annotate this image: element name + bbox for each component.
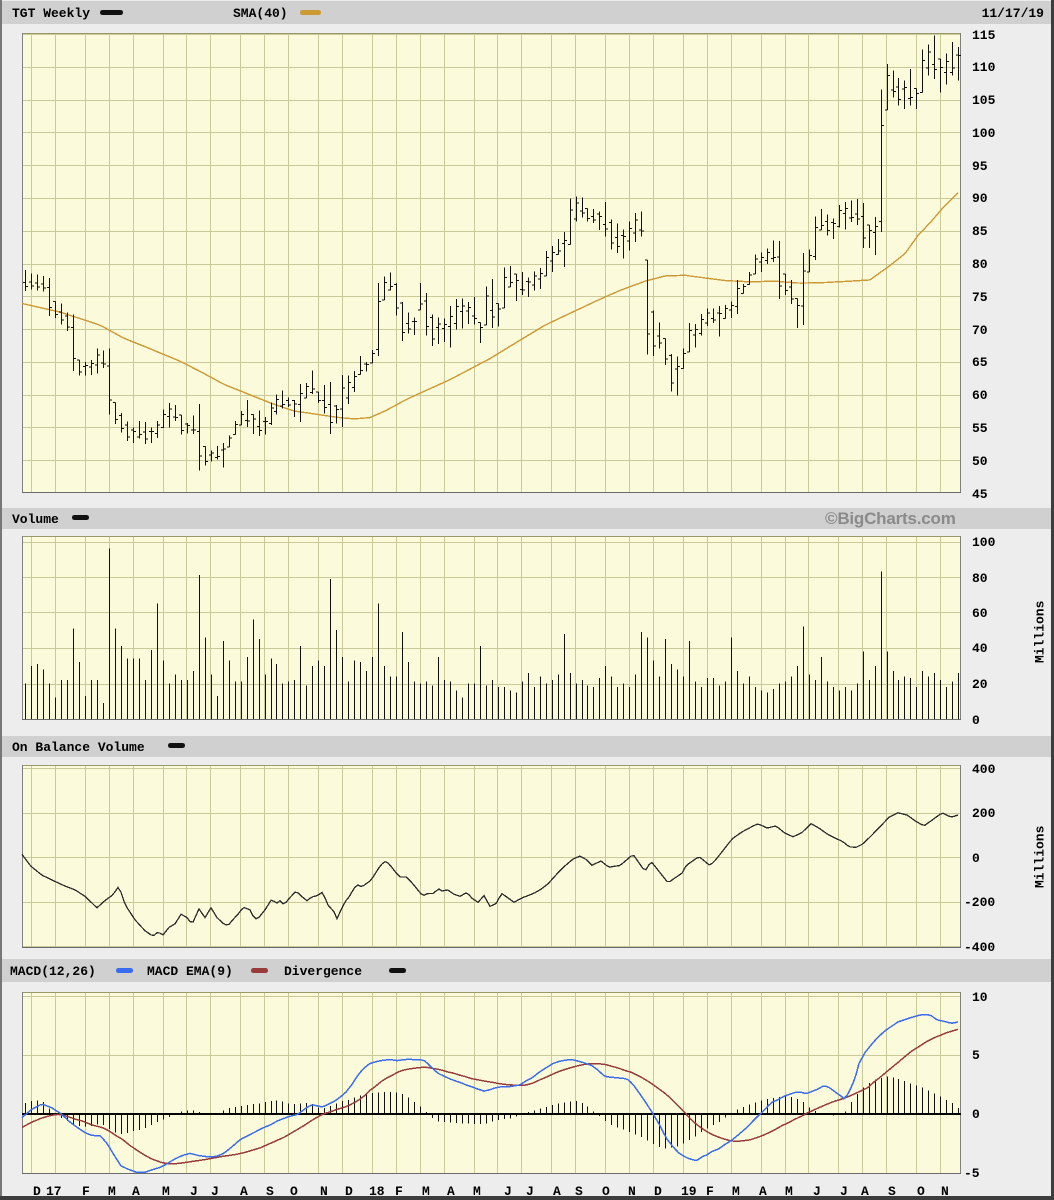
svg-text:D: D bbox=[654, 1184, 662, 1199]
svg-text:200: 200 bbox=[972, 806, 996, 821]
svg-text:J: J bbox=[211, 1184, 219, 1199]
svg-text:Volume: Volume bbox=[12, 512, 59, 527]
svg-text:D: D bbox=[345, 1184, 353, 1199]
svg-text:80: 80 bbox=[972, 571, 988, 586]
svg-text:A: A bbox=[759, 1184, 767, 1199]
svg-text:A: A bbox=[861, 1184, 869, 1199]
svg-text:110: 110 bbox=[972, 60, 996, 75]
svg-text:F: F bbox=[706, 1184, 714, 1199]
svg-text:17: 17 bbox=[46, 1184, 62, 1199]
svg-text:100: 100 bbox=[972, 535, 996, 550]
svg-text:45: 45 bbox=[972, 487, 988, 502]
svg-text:J: J bbox=[504, 1184, 512, 1199]
svg-text:105: 105 bbox=[972, 93, 996, 108]
svg-text:0: 0 bbox=[972, 1107, 980, 1122]
svg-text:F: F bbox=[395, 1184, 403, 1199]
svg-text:50: 50 bbox=[972, 454, 988, 469]
svg-text:M: M bbox=[785, 1184, 793, 1199]
svg-text:20: 20 bbox=[972, 677, 988, 692]
svg-text:11/17/19: 11/17/19 bbox=[982, 6, 1045, 21]
svg-text:-400: -400 bbox=[964, 940, 995, 955]
svg-text:M: M bbox=[162, 1184, 170, 1199]
svg-text:M: M bbox=[422, 1184, 430, 1199]
svg-text:A: A bbox=[240, 1184, 248, 1199]
svg-text:D: D bbox=[33, 1184, 41, 1199]
svg-text:On Balance Volume: On Balance Volume bbox=[12, 740, 145, 755]
svg-text:A: A bbox=[132, 1184, 140, 1199]
svg-text:65: 65 bbox=[972, 355, 988, 370]
svg-text:95: 95 bbox=[972, 159, 988, 174]
svg-text:-5: -5 bbox=[964, 1166, 980, 1181]
svg-text:19: 19 bbox=[681, 1184, 697, 1199]
svg-text:SMA(40): SMA(40) bbox=[233, 6, 288, 21]
svg-text:400: 400 bbox=[972, 762, 996, 777]
svg-text:Millions: Millions bbox=[1033, 825, 1048, 888]
svg-text:M: M bbox=[108, 1184, 116, 1199]
svg-text:N: N bbox=[320, 1184, 328, 1199]
svg-text:Millions: Millions bbox=[1033, 600, 1048, 663]
svg-text:MACD EMA(9): MACD EMA(9) bbox=[147, 964, 233, 979]
svg-text:85: 85 bbox=[972, 224, 988, 239]
svg-text:O: O bbox=[602, 1184, 610, 1199]
svg-text:S: S bbox=[888, 1184, 896, 1199]
svg-text:80: 80 bbox=[972, 257, 988, 272]
svg-text:S: S bbox=[266, 1184, 274, 1199]
svg-text:J: J bbox=[190, 1184, 198, 1199]
svg-text:J: J bbox=[840, 1184, 848, 1199]
svg-text:40: 40 bbox=[972, 641, 988, 656]
svg-text:60: 60 bbox=[972, 606, 988, 621]
svg-text:5: 5 bbox=[972, 1048, 980, 1063]
svg-text:55: 55 bbox=[972, 421, 988, 436]
svg-text:N: N bbox=[941, 1184, 949, 1199]
svg-text:90: 90 bbox=[972, 191, 988, 206]
svg-text:115: 115 bbox=[972, 28, 996, 43]
svg-text:60: 60 bbox=[972, 388, 988, 403]
svg-text:100: 100 bbox=[972, 126, 996, 141]
svg-text:O: O bbox=[917, 1184, 925, 1199]
svg-text:S: S bbox=[575, 1184, 583, 1199]
svg-text:-200: -200 bbox=[964, 895, 995, 910]
svg-text:Divergence: Divergence bbox=[284, 964, 362, 979]
svg-text:F: F bbox=[82, 1184, 90, 1199]
svg-text:A: A bbox=[553, 1184, 561, 1199]
svg-text:75: 75 bbox=[972, 290, 988, 305]
svg-text:18: 18 bbox=[369, 1184, 385, 1199]
svg-text:O: O bbox=[290, 1184, 298, 1199]
svg-text:TGT Weekly: TGT Weekly bbox=[12, 6, 90, 21]
svg-text:J: J bbox=[526, 1184, 534, 1199]
svg-text:0: 0 bbox=[972, 713, 980, 728]
svg-text:0: 0 bbox=[972, 851, 980, 866]
svg-text:N: N bbox=[628, 1184, 636, 1199]
svg-text:MACD(12,26): MACD(12,26) bbox=[10, 964, 96, 979]
svg-text:70: 70 bbox=[972, 323, 988, 338]
svg-text:10: 10 bbox=[972, 990, 988, 1005]
svg-text:M: M bbox=[732, 1184, 740, 1199]
svg-text:©BigCharts.com: ©BigCharts.com bbox=[825, 509, 956, 528]
svg-text:J: J bbox=[813, 1184, 821, 1199]
svg-text:A: A bbox=[447, 1184, 455, 1199]
svg-text:M: M bbox=[473, 1184, 481, 1199]
